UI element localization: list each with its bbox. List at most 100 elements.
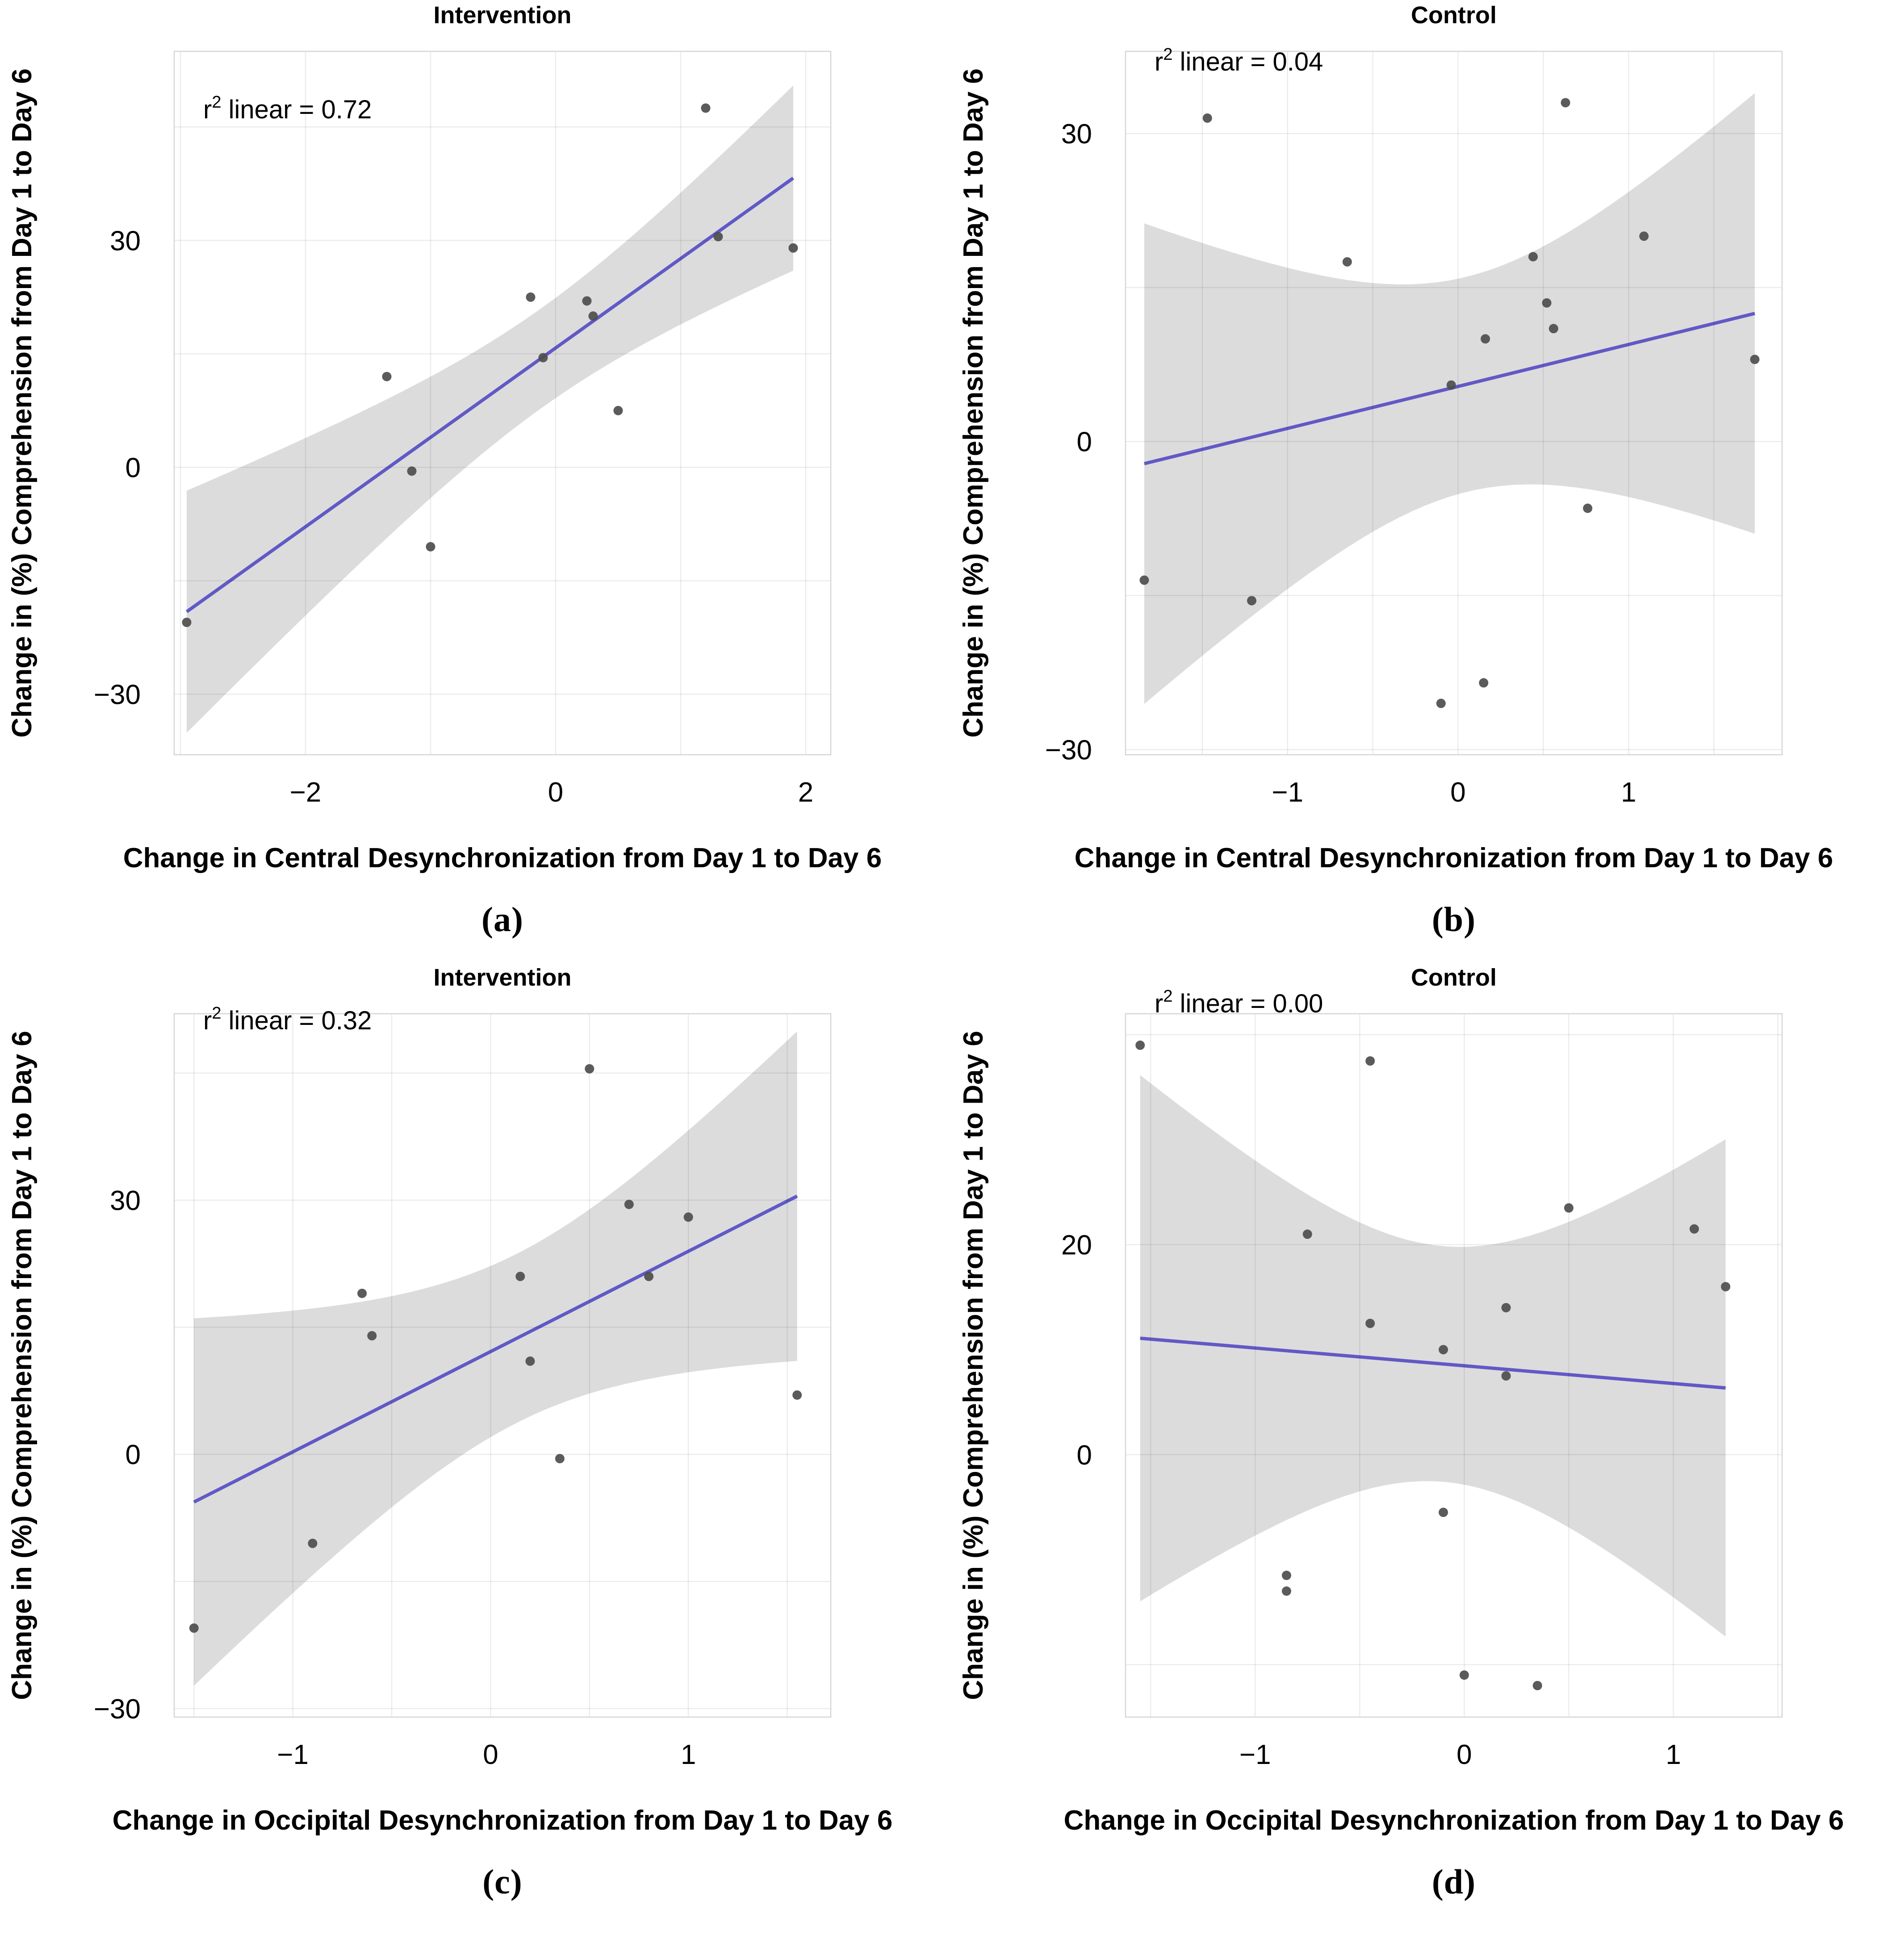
gridlines <box>174 51 831 755</box>
data-point <box>624 1199 634 1209</box>
x-tick-label: −2 <box>290 777 322 808</box>
x-tick-label: −1 <box>1239 1739 1271 1770</box>
r-squared-annotation: r2 linear = 0.32 <box>203 1004 372 1035</box>
data-point <box>1365 1318 1375 1328</box>
data-point <box>701 103 711 113</box>
y-tick-label: −30 <box>94 680 141 710</box>
y-tick-label: 0 <box>126 1440 141 1471</box>
data-point <box>426 542 435 552</box>
x-tick-label: 1 <box>681 1739 696 1770</box>
data-points <box>189 1064 802 1633</box>
data-point <box>613 405 623 415</box>
data-point <box>1528 252 1538 262</box>
data-point <box>526 292 536 302</box>
data-point <box>357 1288 367 1298</box>
data-point <box>515 1271 525 1281</box>
data-point <box>1750 355 1760 364</box>
y-tick-label: −30 <box>1045 735 1092 766</box>
y-tick-label: −30 <box>94 1694 141 1725</box>
data-point <box>1532 1680 1542 1690</box>
data-point <box>1501 1371 1511 1381</box>
panel-caption-b: (b) <box>1431 900 1476 939</box>
scatter-chart-control-occipital: Control r2 linear = 0.00 20 0 −1 0 1 Change in … <box>958 964 1844 1836</box>
plot-frame <box>173 50 832 756</box>
plot-frame <box>1125 50 1783 756</box>
data-point <box>1459 1670 1469 1680</box>
x-axis-label: Change in Central Desynchronization from… <box>1075 843 1833 873</box>
confidence-band <box>1140 1075 1726 1637</box>
data-point <box>1479 678 1489 688</box>
data-points <box>182 103 798 627</box>
data-point <box>1302 1229 1312 1239</box>
plot-frame <box>173 1013 832 1718</box>
x-axis-label: Change in Occipital Desynchronization fr… <box>1064 1805 1844 1836</box>
data-point <box>1139 575 1149 585</box>
data-point <box>1639 231 1649 241</box>
y-axis-label: Change in (%) Comprehension from Day 1 t… <box>958 1031 989 1700</box>
x-tick-label: −1 <box>1272 777 1303 808</box>
data-point <box>1561 98 1570 108</box>
data-point <box>582 296 592 306</box>
regression-line <box>1140 1336 1726 1390</box>
data-point <box>1439 1508 1448 1517</box>
confidence-band <box>187 85 793 733</box>
x-tick-label: 1 <box>1621 777 1636 808</box>
y-tick-label: 30 <box>110 1185 141 1216</box>
panel-d: Control r2 linear = 0.00 20 0 −1 0 1 Change in … <box>951 962 1904 1935</box>
plot-frame <box>1125 1013 1783 1718</box>
r-squared-annotation: r2 linear = 0.72 <box>203 93 372 124</box>
data-point <box>788 243 798 253</box>
regression-line <box>185 176 795 613</box>
data-point <box>1247 596 1257 606</box>
y-axis-label: Change in (%) Comprehension from Day 1 t… <box>7 68 38 738</box>
y-axis-label: Change in (%) Comprehension from Day 1 t… <box>7 1031 38 1700</box>
data-point <box>644 1271 654 1281</box>
data-point <box>683 1212 693 1222</box>
data-point <box>367 1331 377 1341</box>
data-point <box>1135 1041 1145 1050</box>
data-point <box>1564 1203 1573 1213</box>
data-point <box>1542 298 1552 308</box>
data-point <box>1281 1586 1291 1596</box>
panel-caption-a: (a) <box>481 900 523 939</box>
plot-area <box>193 1031 798 1686</box>
data-point <box>1689 1224 1699 1234</box>
data-point <box>538 353 548 363</box>
y-tick-label: 0 <box>1077 1440 1092 1471</box>
scatter-chart-control-central: Control r2 linear = 0.04 30 0 −30 −1 0 1 Change … <box>958 2 1833 873</box>
data-point <box>792 1390 802 1400</box>
y-tick-label: 30 <box>110 226 141 256</box>
data-points <box>1139 98 1760 708</box>
x-tick-label: 1 <box>1665 1739 1681 1770</box>
data-point <box>1342 257 1352 267</box>
data-point <box>1501 1303 1511 1312</box>
y-tick-label: 30 <box>1061 119 1092 150</box>
data-point <box>525 1356 535 1366</box>
plot-area <box>185 85 795 733</box>
data-point <box>182 618 192 627</box>
data-point <box>588 311 598 321</box>
plot-area <box>1140 1075 1726 1637</box>
data-point <box>555 1454 565 1463</box>
panel-title: Intervention <box>433 964 571 991</box>
data-point <box>1436 698 1446 708</box>
data-point <box>1365 1056 1375 1066</box>
y-tick-label: 0 <box>1077 427 1092 458</box>
x-tick-label: −1 <box>277 1739 309 1770</box>
data-point <box>585 1064 594 1074</box>
panel-b: Control r2 linear = 0.04 30 0 −30 −1 0 1 Change … <box>951 0 1904 962</box>
x-axis-label: Change in Central Desynchronization from… <box>123 843 882 873</box>
data-point <box>189 1623 199 1633</box>
data-point <box>407 466 417 476</box>
data-point <box>713 232 723 242</box>
data-point <box>1548 324 1558 334</box>
panel-a: Intervention r2 linear = 0.72 30 0 −30 −2 0 2 Ch… <box>0 0 951 962</box>
r-squared-annotation: r2 linear = 0.00 <box>1155 987 1323 1018</box>
x-tick-label: 0 <box>1450 777 1465 808</box>
x-axis-label: Change in Occipital Desynchronization fr… <box>113 1805 893 1836</box>
x-tick-label: 2 <box>798 777 813 808</box>
data-point <box>382 372 392 381</box>
plot-area <box>1144 93 1755 704</box>
data-point <box>1481 334 1490 344</box>
